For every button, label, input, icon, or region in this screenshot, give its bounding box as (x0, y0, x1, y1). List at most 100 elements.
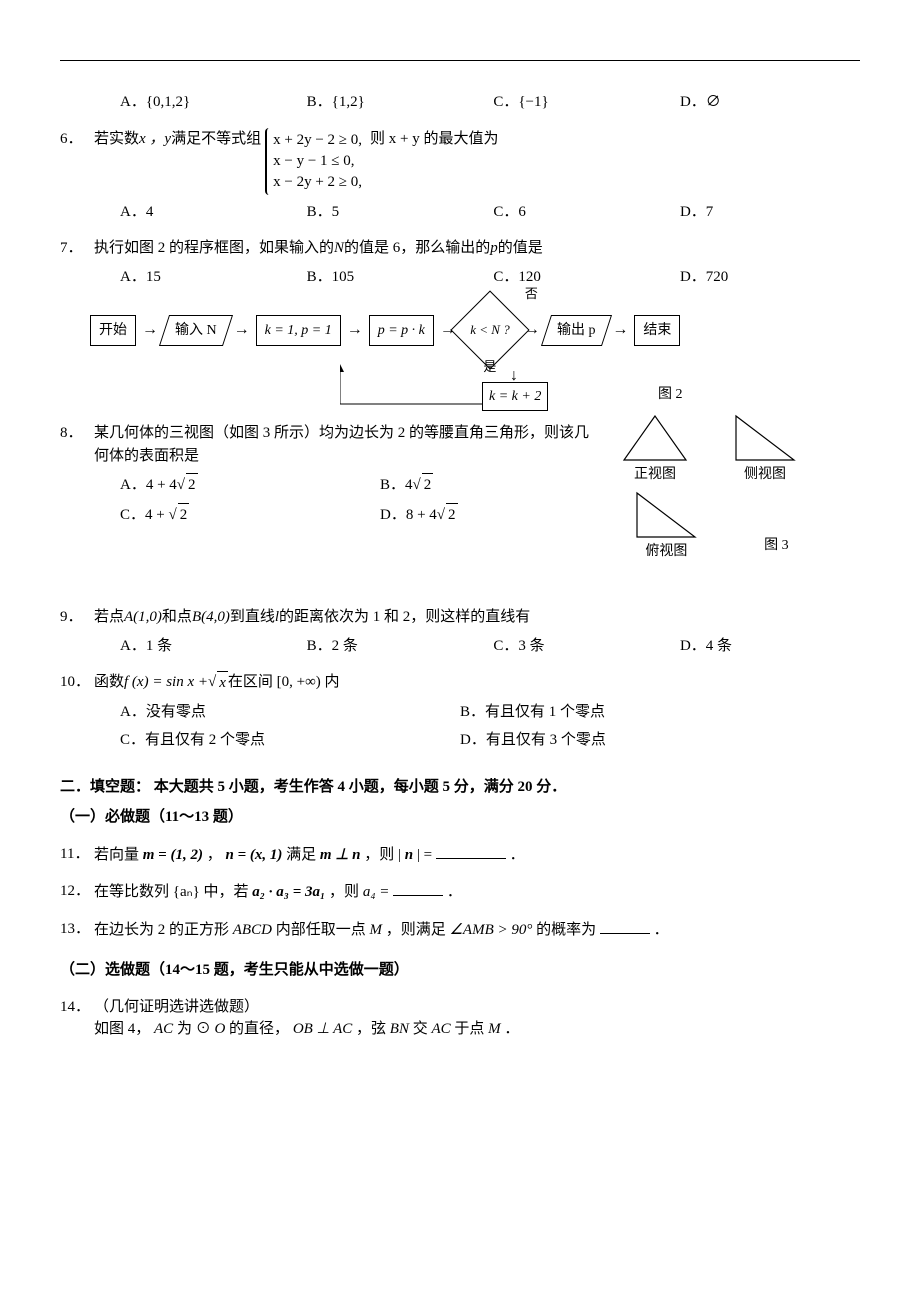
q11-c: 满足 (286, 847, 320, 863)
q5-opt-a: A．{0,1,2} (120, 91, 240, 114)
q7: 7． 执行如图 2 的程序框图，如果输入的 N 的值是 6，那么输出的 p 的值… (60, 237, 860, 408)
q14: 14． （几何证明选讲选做题） 如图 4， AC 为 ⊙ O 的直径， OB ⊥… (60, 996, 860, 1041)
q11-n2: n (405, 847, 413, 863)
q8-num: 8． (60, 422, 94, 467)
top-view-label: 俯视图 (631, 541, 701, 562)
q14-title: （几何证明选讲选做题） (94, 996, 259, 1019)
q13-d: 的概率为 (536, 922, 596, 938)
q7-options: A．15 B．105 C．120 D．720 (120, 266, 800, 289)
side-view: 侧视图 (730, 412, 800, 485)
q11-e: | = (417, 847, 436, 863)
triangle-icon (631, 489, 701, 541)
q6-opt-b: B．5 (307, 201, 427, 224)
q7-opt-b: B．105 (307, 266, 427, 289)
flow-input: 输入 N (159, 315, 233, 346)
q6-options: A．4 B．5 C．6 D．7 (120, 201, 800, 224)
section2-sub2: （二）选做题（14～15 题，考生只能从中选做一题） (60, 959, 860, 982)
flow-output-text: 输出 p (557, 320, 596, 341)
q10-a: 函数 (94, 671, 124, 695)
q8-opt-c: C．4 + √2 (120, 503, 380, 527)
q14-OBperp: OB ⊥ AC (293, 1021, 352, 1037)
q6-c1: x + 2y − 2 ≥ 0, (273, 130, 362, 151)
q6-opt-d: D．7 (680, 201, 800, 224)
q10-opt-b: B．有且仅有 1 个零点 (460, 701, 800, 724)
q11-a: 若向量 (94, 847, 143, 863)
q10-b: 在区间 [0, +∞) 内 (228, 671, 340, 695)
q6-c3: x − 2y + 2 ≥ 0, (273, 172, 362, 193)
q10-opt-d: D．有且仅有 3 个零点 (460, 729, 800, 752)
front-view-label: 正视图 (620, 464, 690, 485)
q14-d: ，弦 (356, 1021, 390, 1037)
q13-ABCD: ABCD (233, 922, 272, 938)
q14-BN: BN (390, 1021, 409, 1037)
q14-M2: M (488, 1021, 501, 1037)
q13-a: 在边长为 2 的正方形 (94, 922, 233, 938)
flow-start: 开始 (90, 315, 136, 346)
q9-d: 的距离依次为 1 和 2，则这样的直线有 (279, 606, 530, 629)
q13-e: ． (654, 922, 669, 938)
q7-p: p (490, 237, 498, 260)
top-view: 俯视图 (631, 489, 701, 562)
q11-n: n = (x, 1) (226, 847, 283, 863)
q6-num: 6． (60, 128, 94, 195)
flow-input-text: 输入 N (175, 320, 217, 341)
q14-c: 的直径， (229, 1021, 289, 1037)
q11-blank (436, 843, 506, 859)
q8-c-pre: C．4 + (120, 507, 168, 523)
q14-a: 如图 4， (94, 1021, 150, 1037)
q7-opt-d: D．720 (680, 266, 800, 289)
q8-c-rad: 2 (178, 503, 190, 527)
q12: 12． 在等比数列 {aₙ} 中，若 a₂ · a₃ = 3a₁ ，则 a₄ =… (60, 880, 860, 904)
q9-A: A(1,0) (124, 606, 162, 629)
top-rule (60, 60, 860, 61)
q6-tail: 则 x + y 的最大值为 (370, 128, 498, 195)
q14-g: ． (504, 1021, 519, 1037)
flow-start-text: 开始 (99, 323, 127, 338)
fig3-caption: 图 3 (764, 535, 789, 562)
q10: 10． 函数 f (x) = sin x + √x 在区间 [0, +∞) 内 … (60, 671, 860, 752)
q14-num: 14． (60, 996, 94, 1019)
q9-B: B(4,0) (192, 606, 230, 629)
triangle-icon (620, 412, 690, 464)
q6-lead-a: 若实数 (94, 128, 139, 195)
flow-mul-text: p = p · k (378, 323, 425, 338)
q8-text: 某几何体的三视图（如图 3 所示）均为边长为 2 的等腰直角三角形，则该几何体的… (94, 422, 600, 467)
q9-a: 若点 (94, 606, 124, 629)
q8-three-views: 正视图 侧视图 俯视图 图 3 (600, 412, 820, 566)
q9-c: 到直线 (230, 606, 275, 629)
q8-options: A．4 + 4√2 B．4√2 C．4 + √2 D．8 + 4√2 (120, 473, 640, 526)
q7-num: 7． (60, 237, 94, 260)
q10-num: 10． (60, 671, 94, 695)
q6-lead-b: 满足不等式组 (171, 128, 261, 195)
q10-opt-a: A．没有零点 (120, 701, 460, 724)
q14-O: O (214, 1021, 225, 1037)
loop-arrow-icon (340, 364, 760, 408)
q9-b: 和点 (162, 606, 192, 629)
q11-num: 11． (60, 843, 94, 867)
q14-AC: AC (154, 1021, 173, 1037)
q7-N: N (334, 237, 344, 260)
q7-opt-c: C．120 (493, 266, 613, 289)
q6-opt-c: C．6 (493, 201, 613, 224)
q9: 9． 若点 A(1,0) 和点 B(4,0) 到直线 l 的距离依次为 1 和 … (60, 606, 860, 657)
q8-a-pre: A．4 + 4 (120, 477, 177, 493)
q9-num: 9． (60, 606, 94, 629)
q9-opt-d: D．4 条 (680, 635, 800, 658)
flow-no-label: 否 (525, 284, 538, 304)
q12-a4: a₄ = (363, 884, 393, 900)
front-view: 正视图 (620, 412, 690, 485)
q6-c2: x − y − 1 ≤ 0, (273, 151, 362, 172)
q13-num: 13． (60, 918, 94, 942)
q9-opt-b: B．2 条 (307, 635, 427, 658)
q5-opt-d: D．∅ (680, 91, 800, 114)
q13-blank (600, 918, 650, 934)
q8-d-pre: D．8 + 4 (380, 507, 437, 523)
q12-blank (393, 880, 443, 896)
q13-M: M (369, 922, 382, 938)
q10-rad: x (217, 671, 228, 695)
q11-perp: m ⊥ n (320, 847, 361, 863)
side-view-label: 侧视图 (730, 464, 800, 485)
fig2-caption: 图 2 (658, 384, 683, 405)
q13-ang: ∠AMB > 90° (449, 922, 532, 938)
q14-AC2: AC (431, 1021, 450, 1037)
